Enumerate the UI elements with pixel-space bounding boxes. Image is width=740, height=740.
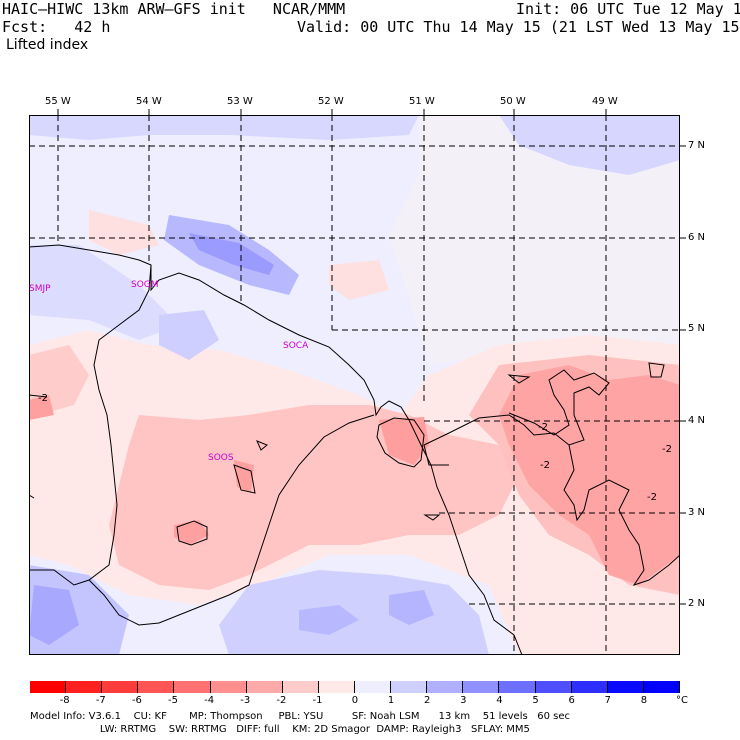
colorbar-segment — [427, 681, 464, 693]
field-core-mid — [234, 460, 254, 493]
colorbar-tick-label: 5 — [532, 695, 539, 706]
field-blue-mid — [159, 310, 219, 360]
field-blue-ne — [499, 115, 680, 175]
station-soca: SOCA — [283, 341, 309, 351]
header-title: HAIC–HIWC 13km ARW–GFS init NCAR/MMM — [2, 0, 346, 18]
field-blue-south-core — [29, 585, 79, 645]
field-blue-streak-core — [189, 233, 274, 275]
colorbar-segment — [535, 681, 572, 693]
colorbar-segment — [210, 681, 247, 693]
lifted-index-map — [29, 115, 680, 655]
lat-label-2n: 2 N — [688, 598, 706, 609]
lon-label-53w: 53 W — [227, 96, 253, 107]
colorbar-segment — [643, 681, 680, 693]
lon-label-55w: 55 W — [45, 96, 71, 107]
station-smjp: SMJP — [29, 284, 51, 294]
field-region-pale-pink-nw — [89, 210, 159, 255]
colorbar-tick-label: 8 — [640, 695, 648, 706]
model-info-line1: Model Info: V3.6.1 CU: KF MP: Thompson P… — [30, 711, 570, 722]
contour-label: -2 — [662, 444, 672, 455]
colorbar — [30, 681, 680, 693]
contour-label: -2 — [38, 393, 48, 404]
lat-label-7n: 7 N — [688, 140, 706, 151]
colorbar-tick-label: 2 — [424, 695, 431, 706]
colorbar-tick-label: -8 — [59, 695, 70, 706]
field-name: Lifted index — [6, 37, 89, 53]
contour-label: -2 — [538, 422, 548, 433]
valid-time: Valid: 00 UTC Thu 14 May 15 (21 LST Wed … — [297, 18, 740, 36]
field-core-east — [499, 365, 680, 585]
lat-label-3n: 3 N — [688, 507, 706, 518]
lon-label-50w: 50 W — [500, 96, 526, 107]
contour-label: -2 — [647, 492, 657, 503]
station-soos: SOOS — [208, 453, 234, 463]
colorbar-tick-label: 7 — [604, 695, 611, 706]
colorbar-segment — [282, 681, 319, 693]
colorbar-tick-label: -2 — [276, 695, 287, 706]
colorbar-tick-label: -7 — [95, 695, 106, 706]
lon-label-49w: 49 W — [592, 96, 618, 107]
colorbar-tick-label: 6 — [568, 695, 575, 706]
field-blue-north-band — [29, 115, 419, 140]
colorbar-segment — [30, 681, 67, 693]
colorbar-segment — [607, 681, 644, 693]
colorbar-tick-label: -1 — [312, 695, 323, 706]
colorbar-segment — [463, 681, 500, 693]
lat-label-5n: 5 N — [688, 323, 706, 334]
colorbar-segment — [102, 681, 139, 693]
colorbar-segment — [571, 681, 608, 693]
colorbar-tick-label: 4 — [496, 695, 503, 706]
colorbar-segment — [355, 681, 392, 693]
colorbar-unit: °C — [676, 695, 688, 706]
colorbar-segment — [499, 681, 536, 693]
forecast-hour: Fcst: 42 h — [2, 18, 111, 36]
colorbar-tick-label: -5 — [168, 695, 179, 706]
colorbar-tick-label: -3 — [240, 695, 251, 706]
coastline — [29, 244, 523, 655]
colorbar-segment — [318, 681, 355, 693]
lat-label-6n: 6 N — [688, 232, 706, 243]
field-core-edge — [29, 395, 54, 420]
contour-lines — [29, 362, 680, 586]
colorbar-segment — [246, 681, 283, 693]
field-blue-south-4 — [389, 590, 434, 625]
colorbar-tick-label: 1 — [387, 695, 395, 706]
field-core-coastal — [379, 417, 429, 465]
lon-ticks — [57, 109, 607, 115]
field-core-west — [174, 520, 209, 545]
field-blue-south-3 — [299, 605, 359, 635]
colorbar-tick-label: 3 — [460, 695, 467, 706]
colorbar-segment — [66, 681, 103, 693]
field-region-pale-pink-n — [329, 260, 389, 300]
lon-label-52w: 52 W — [318, 96, 344, 107]
field-blue-west — [29, 245, 179, 340]
init-time: Init: 06 UTC Tue 12 May 15 — [516, 0, 740, 18]
colorbar-tick-label: -4 — [204, 695, 215, 706]
lon-label-51w: 51 W — [409, 96, 435, 107]
colorbar-segment — [138, 681, 175, 693]
colorbar-tick-label: 0 — [351, 695, 359, 706]
colorbar-segment — [391, 681, 428, 693]
contour-label: -2 — [540, 460, 550, 471]
field-region-neutral — [389, 115, 680, 365]
lat-ticks — [680, 145, 686, 605]
model-info-line2: LW: RRTMG SW: RRTMG DIFF: full KM: 2D Sm… — [30, 724, 530, 735]
lat-label-4n: 4 N — [688, 415, 706, 426]
lat-lon-grid — [29, 115, 680, 655]
colorbar-segment — [174, 681, 211, 693]
station-sogm: SOGM — [131, 280, 159, 290]
colorbar-tick-label: -6 — [131, 695, 142, 706]
lon-label-54w: 54 W — [136, 96, 162, 107]
